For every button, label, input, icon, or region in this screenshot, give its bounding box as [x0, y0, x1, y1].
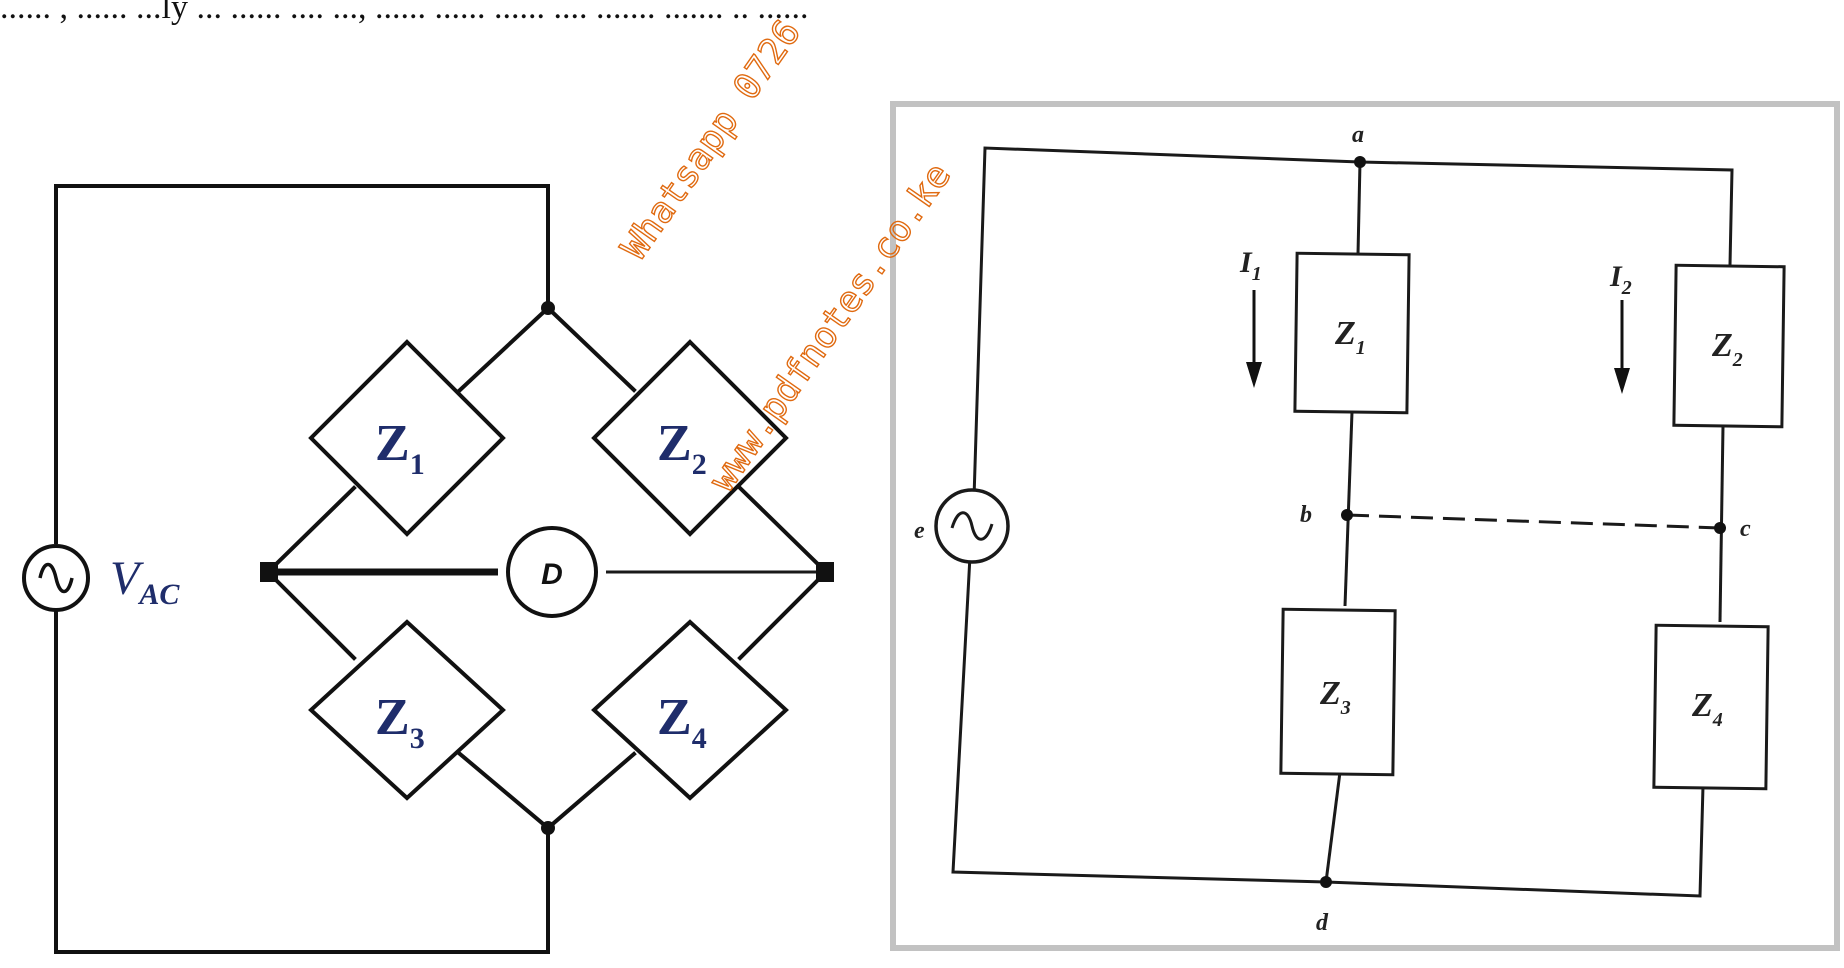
svg-text:I2: I2	[1609, 260, 1632, 299]
figure-frame	[890, 101, 1840, 951]
svg-text:Z2: Z2	[1711, 327, 1743, 371]
source-label: V	[110, 552, 144, 605]
source-e-label: e	[914, 518, 925, 544]
left-top-wire	[54, 184, 550, 544]
rz2-label: Z	[1711, 327, 1733, 364]
node-d	[1320, 876, 1332, 888]
z1-subscript: 1	[410, 448, 425, 481]
rz3-label: Z	[1319, 675, 1341, 712]
svg-text:Z3: Z3	[1319, 675, 1351, 719]
z4-impedance	[591, 619, 789, 801]
detector-label: D	[541, 558, 563, 591]
z3-box	[1279, 607, 1397, 777]
left-bottom-wire	[54, 608, 550, 954]
node-d-label: d	[1316, 910, 1329, 936]
watermark-url: www.pdfnotes.co.ke	[702, 156, 959, 499]
i2-subscript: 2	[1621, 277, 1632, 299]
svg-text:Z1: Z1	[375, 415, 425, 481]
node-top	[541, 301, 555, 315]
node-right	[816, 562, 834, 582]
detector-circle	[506, 526, 598, 618]
z1-label: Z	[375, 415, 410, 472]
z1-box	[1293, 251, 1411, 415]
svg-text:Z2: Z2	[657, 415, 707, 481]
right-bridge-diagram: Z1 Z2 Z3 Z4 I1 I2 e a b c d	[890, 101, 1840, 951]
z2-impedance	[591, 339, 789, 537]
z4-box	[1652, 623, 1770, 791]
left-bridge-diagram: Z1 Z2 Z3 Z4 D VAC	[22, 184, 834, 954]
node-left	[260, 562, 278, 582]
z3-subscript: 3	[410, 722, 425, 755]
sine-wave-icon	[38, 562, 74, 594]
svg-text:Z4: Z4	[1691, 687, 1723, 731]
z1-impedance	[308, 339, 506, 537]
header-text-fragment: ...... , ...... ...ly ... ...... .... ..…	[0, 0, 808, 26]
node-b	[1341, 509, 1353, 521]
z4-subscript: 4	[692, 722, 707, 755]
svg-text:Z4: Z4	[657, 689, 707, 755]
z2-subscript: 2	[692, 448, 707, 481]
z2-box	[1672, 263, 1786, 429]
z4-label: Z	[657, 689, 692, 746]
source-subscript: AC	[137, 578, 180, 611]
watermark-phone: Whatsapp 0726	[614, 13, 809, 267]
i1-label: I	[1239, 246, 1253, 279]
rz4-subscript: 4	[1712, 709, 1723, 731]
node-c-label: c	[1740, 516, 1751, 542]
z3-impedance	[308, 619, 506, 801]
node-a	[1354, 156, 1366, 168]
i2-label: I	[1609, 260, 1623, 293]
z2-label: Z	[657, 415, 692, 472]
i1-subscript: 1	[1252, 263, 1262, 285]
rz3-subscript: 3	[1340, 697, 1351, 719]
node-c	[1714, 522, 1726, 534]
node-bottom	[541, 821, 555, 835]
detector-dashed-link	[1346, 513, 1721, 530]
z3-label: Z	[375, 689, 410, 746]
svg-text:Z3: Z3	[375, 689, 425, 755]
rz4-label: Z	[1691, 687, 1713, 724]
node-b-label: b	[1300, 502, 1312, 528]
rz1-label: Z	[1334, 315, 1356, 352]
svg-text:VAC: VAC	[110, 552, 180, 611]
rz1-subscript: 1	[1356, 337, 1366, 359]
right-sine-wave-icon	[950, 511, 994, 541]
svg-text:Z1: Z1	[1334, 315, 1366, 359]
rz2-subscript: 2	[1732, 349, 1743, 371]
svg-text:I1: I1	[1239, 246, 1262, 285]
node-a-label: a	[1352, 122, 1364, 148]
